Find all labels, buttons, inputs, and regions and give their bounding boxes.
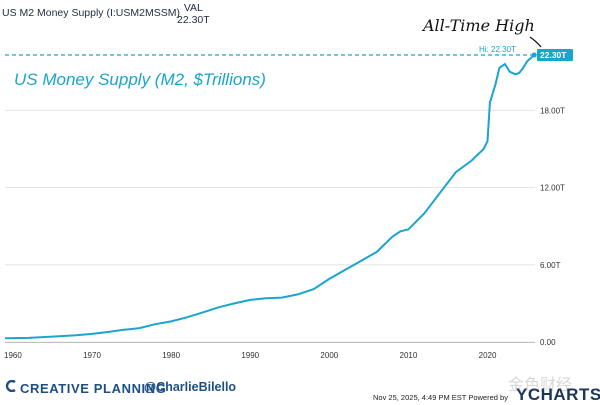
brand-name: CREATIVE PLANNING [20, 381, 167, 396]
val-value: 22.30T [177, 14, 210, 26]
m2-series-line [4, 54, 535, 340]
val-label: VAL [183, 2, 203, 14]
annotation-arrow [529, 36, 542, 48]
series-name: US M2 Money Supply (I:USM2MSSM) [2, 7, 180, 19]
x-tick-label: 1960 [4, 351, 22, 360]
hi-label: Hi: 22.30T [479, 45, 516, 54]
y-tick-label: 0.00 [540, 338, 556, 347]
watermark: 金色财经 [508, 377, 573, 394]
footer-text: Nov 25, 2025, 4:49 PM EST Powered by [373, 393, 508, 402]
chart-subtitle: US Money Supply (M2, $Trillions) [14, 70, 266, 89]
y-tick-label: 18.00T [540, 106, 565, 115]
x-tick-label: 1980 [162, 351, 180, 360]
last-value-badge [537, 49, 573, 61]
brand-handle: @CharlieBilello [144, 380, 237, 394]
x-tick-label: 2010 [400, 351, 418, 360]
x-tick-label: 2000 [320, 351, 338, 360]
x-tick-label: 1990 [241, 351, 259, 360]
last-value-text: 22.30T [540, 50, 567, 60]
creative-planning-logo-icon [5, 380, 16, 392]
y-tick-label: 12.00T [540, 184, 565, 193]
x-tick-label: 2020 [479, 351, 497, 360]
ycharts-logo: YCHARTS [516, 385, 600, 404]
y-tick-label: 6.00T [540, 261, 561, 270]
all-time-high-annotation: All-Time High [423, 16, 535, 35]
x-tick-label: 1970 [83, 351, 101, 360]
value-header: VAL 22.30T [177, 2, 210, 26]
last-point-marker [531, 52, 537, 58]
